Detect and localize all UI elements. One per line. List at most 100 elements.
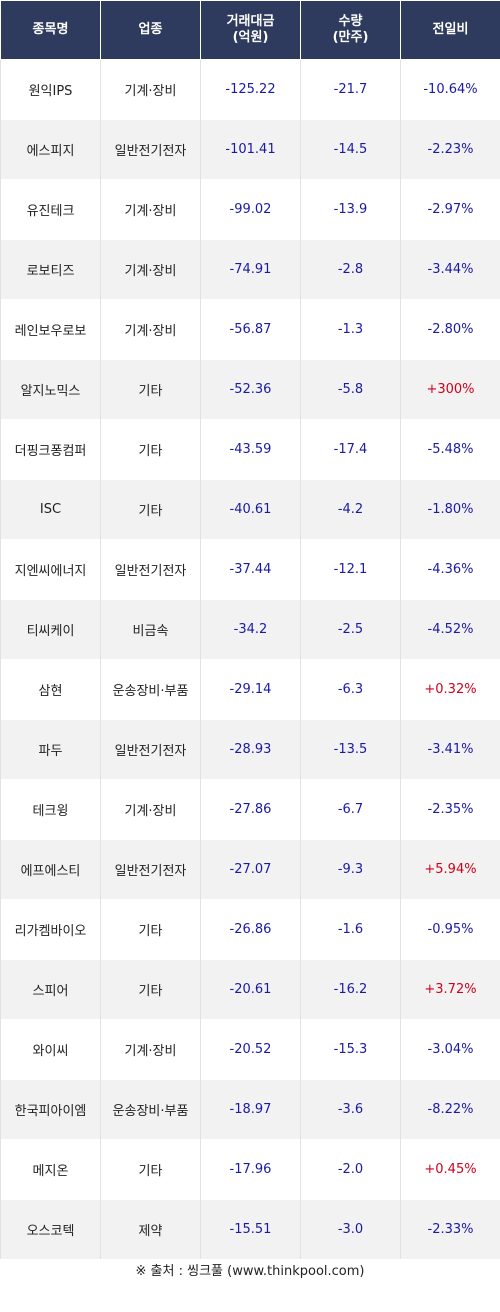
header-sector: 업종	[100, 0, 201, 60]
header-volume: 수량 (만주)	[300, 0, 401, 60]
cell-sector: 기계·장비	[100, 1019, 201, 1080]
cell-name: 한국피아이엠	[0, 1079, 101, 1140]
cell-change: -2.23%	[400, 119, 500, 180]
cell-volume: -3.6	[300, 1079, 401, 1140]
cell-change: +0.45%	[400, 1139, 500, 1200]
cell-sector: 제약	[100, 1199, 201, 1259]
cell-change: +0.32%	[400, 659, 500, 720]
cell-change: -0.95%	[400, 899, 500, 960]
cell-sector: 기타	[100, 959, 201, 1020]
cell-amount: -34.2	[200, 599, 301, 660]
cell-sector: 일반전기전자	[100, 839, 201, 900]
cell-change: -2.97%	[400, 179, 500, 240]
cell-volume: -5.8	[300, 359, 401, 420]
cell-volume: -1.6	[300, 899, 401, 960]
table-body: 원익IPS 기계·장비 -125.22 -21.7 -10.64% 에스피지 일반전기전자 -…	[0, 59, 500, 1259]
cell-sector: 운송장비·부품	[100, 659, 201, 720]
cell-name: 레인보우로보	[0, 299, 101, 360]
cell-volume: -1.3	[300, 299, 401, 360]
cell-change: -5.48%	[400, 419, 500, 480]
cell-volume: -12.1	[300, 539, 401, 600]
cell-amount: -99.02	[200, 179, 301, 240]
cell-sector: 기타	[100, 359, 201, 420]
cell-amount: -27.07	[200, 839, 301, 900]
source-note: ※ 출처 : 씽크풀 (www.thinkpool.com)	[135, 1264, 365, 1279]
cell-name: 알지노믹스	[0, 359, 101, 420]
cell-amount: -26.86	[200, 899, 301, 960]
cell-volume: -13.5	[300, 719, 401, 780]
cell-volume: -2.0	[300, 1139, 401, 1200]
table-row: 스피어 기타 -20.61 -16.2 +3.72%	[0, 959, 500, 1020]
cell-volume: -3.0	[300, 1199, 401, 1259]
cell-change: -2.33%	[400, 1199, 500, 1259]
table-row: 알지노믹스 기타 -52.36 -5.8 +300%	[0, 359, 500, 420]
table-row: 지엔씨에너지 일반전기전자 -37.44 -12.1 -4.36%	[0, 539, 500, 600]
cell-change: -8.22%	[400, 1079, 500, 1140]
cell-sector: 기타	[100, 419, 201, 480]
cell-name: 메지온	[0, 1139, 101, 1200]
cell-change: -3.04%	[400, 1019, 500, 1080]
table-row: 유진테크 기계·장비 -99.02 -13.9 -2.97%	[0, 179, 500, 240]
cell-change: -4.52%	[400, 599, 500, 660]
cell-change: +300%	[400, 359, 500, 420]
cell-sector: 기계·장비	[100, 179, 201, 240]
cell-amount: -15.51	[200, 1199, 301, 1259]
cell-amount: -74.91	[200, 239, 301, 300]
cell-name: 원익IPS	[0, 59, 101, 120]
cell-sector: 기계·장비	[100, 59, 201, 120]
cell-change: -3.41%	[400, 719, 500, 780]
cell-amount: -43.59	[200, 419, 301, 480]
cell-name: 리가켐바이오	[0, 899, 101, 960]
stock-table: 종목명 업종 거래대금 (억원) 수량 (만주) 전일비 원익IPS 기계·장비 -12…	[0, 0, 500, 1259]
cell-name: 파두	[0, 719, 101, 780]
cell-name: 스피어	[0, 959, 101, 1020]
cell-amount: -52.36	[200, 359, 301, 420]
cell-sector: 기계·장비	[100, 779, 201, 840]
cell-amount: -29.14	[200, 659, 301, 720]
cell-sector: 기계·장비	[100, 299, 201, 360]
cell-sector: 일반전기전자	[100, 539, 201, 600]
cell-name: 지엔씨에너지	[0, 539, 101, 600]
cell-name: 유진테크	[0, 179, 101, 240]
cell-name: 로보티즈	[0, 239, 101, 300]
header-amount: 거래대금 (억원)	[200, 0, 301, 60]
cell-volume: -2.8	[300, 239, 401, 300]
cell-change: +3.72%	[400, 959, 500, 1020]
cell-amount: -18.97	[200, 1079, 301, 1140]
cell-amount: -101.41	[200, 119, 301, 180]
cell-sector: 기타	[100, 479, 201, 540]
header-change: 전일비	[400, 0, 500, 60]
table-row: 티씨케이 비금속 -34.2 -2.5 -4.52%	[0, 599, 500, 660]
table-row: 더핑크퐁컴퍼 기타 -43.59 -17.4 -5.48%	[0, 419, 500, 480]
cell-volume: -13.9	[300, 179, 401, 240]
cell-change: -2.80%	[400, 299, 500, 360]
cell-volume: -14.5	[300, 119, 401, 180]
cell-sector: 기타	[100, 899, 201, 960]
table-row: ISC 기타 -40.61 -4.2 -1.80%	[0, 479, 500, 540]
table-row: 메지온 기타 -17.96 -2.0 +0.45%	[0, 1139, 500, 1200]
cell-amount: -37.44	[200, 539, 301, 600]
cell-volume: -2.5	[300, 599, 401, 660]
cell-sector: 비금속	[100, 599, 201, 660]
cell-amount: -20.61	[200, 959, 301, 1020]
cell-name: 삼현	[0, 659, 101, 720]
table-row: 레인보우로보 기계·장비 -56.87 -1.3 -2.80%	[0, 299, 500, 360]
header-name: 종목명	[0, 0, 101, 60]
table-row: 리가켐바이오 기타 -26.86 -1.6 -0.95%	[0, 899, 500, 960]
cell-change: +5.94%	[400, 839, 500, 900]
cell-volume: -21.7	[300, 59, 401, 120]
table-row: 에스피지 일반전기전자 -101.41 -14.5 -2.23%	[0, 119, 500, 180]
cell-name: 오스코텍	[0, 1199, 101, 1259]
table-row: 테크윙 기계·장비 -27.86 -6.7 -2.35%	[0, 779, 500, 840]
cell-change: -1.80%	[400, 479, 500, 540]
cell-name: 와이씨	[0, 1019, 101, 1080]
cell-volume: -16.2	[300, 959, 401, 1020]
cell-sector: 기계·장비	[100, 239, 201, 300]
cell-amount: -125.22	[200, 59, 301, 120]
cell-name: 테크윙	[0, 779, 101, 840]
cell-amount: -17.96	[200, 1139, 301, 1200]
table-row: 파두 일반전기전자 -28.93 -13.5 -3.41%	[0, 719, 500, 780]
table-header: 종목명 업종 거래대금 (억원) 수량 (만주) 전일비	[0, 0, 500, 60]
cell-name: 티씨케이	[0, 599, 101, 660]
